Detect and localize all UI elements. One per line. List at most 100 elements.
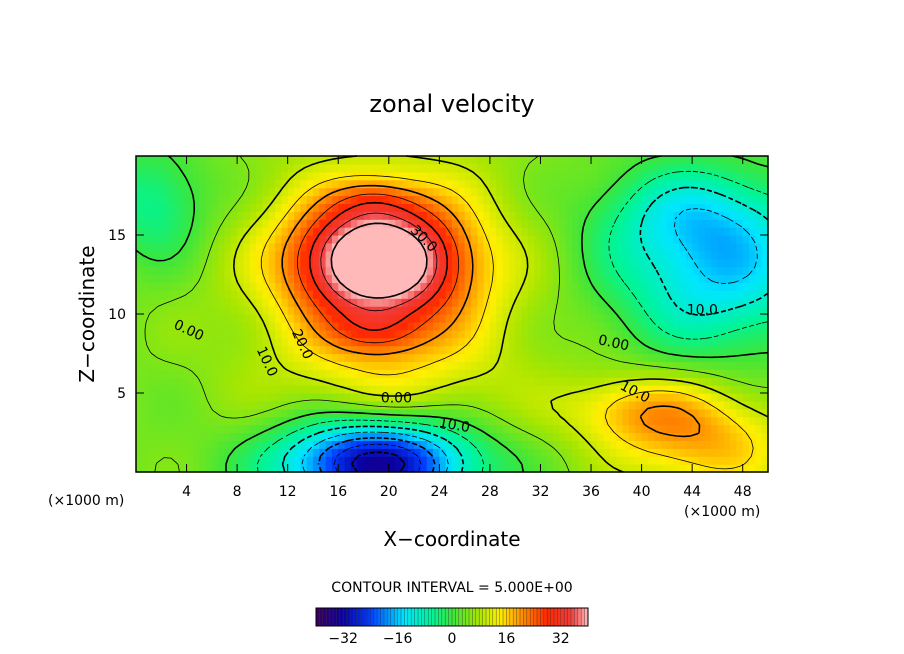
heat-cell [426,306,434,315]
heat-cell [572,195,579,204]
heat-cell [275,361,282,370]
heat-cell [723,337,731,347]
heat-cell [534,242,542,252]
heat-cell [572,156,579,165]
heat-cell [420,337,428,347]
heat-cell [477,400,485,410]
colorbar-swatch [462,608,466,626]
heat-cell [559,448,567,457]
heat-cell [597,203,605,212]
heat-cell [401,440,409,449]
heat-cell [281,361,289,370]
heat-cell [521,171,529,181]
heat-cell [395,250,403,260]
heat-cell [723,369,731,378]
heat-cell [237,171,245,181]
heat-cell [698,432,706,441]
heat-cell [350,187,358,197]
colorbar-swatch [577,608,582,626]
heat-cell [142,298,150,307]
heat-cell [584,393,592,402]
heat-cell [401,369,409,378]
heat-cell [502,227,510,236]
heat-cell [369,432,377,441]
heat-cell [262,227,270,236]
heat-cell [622,203,630,212]
heat-cell [319,211,327,220]
heat-cell [306,385,314,394]
heat-cell [319,369,327,378]
heat-cell [243,163,251,173]
heat-cell [540,416,548,426]
heat-cell [338,274,346,283]
heat-cell [136,219,143,228]
heat-cell [749,361,756,370]
heat-cell [742,171,750,181]
heat-cell [249,424,257,434]
heat-cell [180,290,188,299]
heat-cell [685,416,693,426]
heat-cell [161,282,169,291]
heat-cell [376,424,384,434]
colorbar-swatch [411,608,415,626]
heat-cell [173,219,181,228]
heat-cell [502,203,510,212]
heat-cell [154,393,162,402]
heat-cell [679,179,687,189]
heat-cell [565,432,573,441]
heat-cell [420,211,428,220]
heat-cell [496,361,504,370]
heat-cell [256,274,263,283]
heat-cell [237,329,245,339]
heat-cell [331,369,339,378]
heat-cell [730,171,737,181]
contour-line [281,186,769,473]
heat-cell [540,306,548,315]
heat-cell [173,314,181,323]
heat-cell [610,385,617,394]
heat-cell [224,195,232,204]
heat-cell [540,179,548,189]
heat-cell [199,400,207,410]
heat-cell [496,211,504,220]
heat-cell [249,227,257,236]
heat-cell [180,329,188,339]
heat-cell [376,329,384,339]
heat-cell [553,163,561,173]
heat-cell [205,369,213,378]
heat-cell [382,187,390,197]
heat-cell [502,361,510,370]
contour-value-label: 0.00 [597,332,631,354]
heat-cell [458,337,466,347]
heat-cell [136,187,143,197]
colorbar-swatch [356,608,361,626]
heat-cell [736,385,744,394]
heat-cell [262,385,270,394]
heat-cell [584,187,592,197]
heat-cell [628,211,636,220]
heat-cell [211,171,219,181]
heat-cell [755,171,763,181]
heat-cell [610,250,617,260]
heat-cell [344,290,352,299]
heat-cell [749,282,756,291]
heat-cell [224,337,232,347]
heat-cell [186,274,194,283]
heat-cell [717,187,725,197]
heat-cell [603,290,611,299]
heat-cell [167,424,175,434]
heat-cell [319,393,327,402]
heat-cell [470,203,478,212]
heat-cell [312,321,320,331]
heat-cell [218,282,226,291]
heat-cell [761,219,769,228]
heat-cell [723,306,731,315]
heat-cell [344,464,352,473]
heat-cell [622,282,630,291]
heat-cell [350,440,358,449]
heat-cell [407,377,415,386]
heat-cell [565,306,573,315]
heat-cell [401,250,409,260]
heat-cell [230,211,238,220]
heat-cell [635,314,643,323]
